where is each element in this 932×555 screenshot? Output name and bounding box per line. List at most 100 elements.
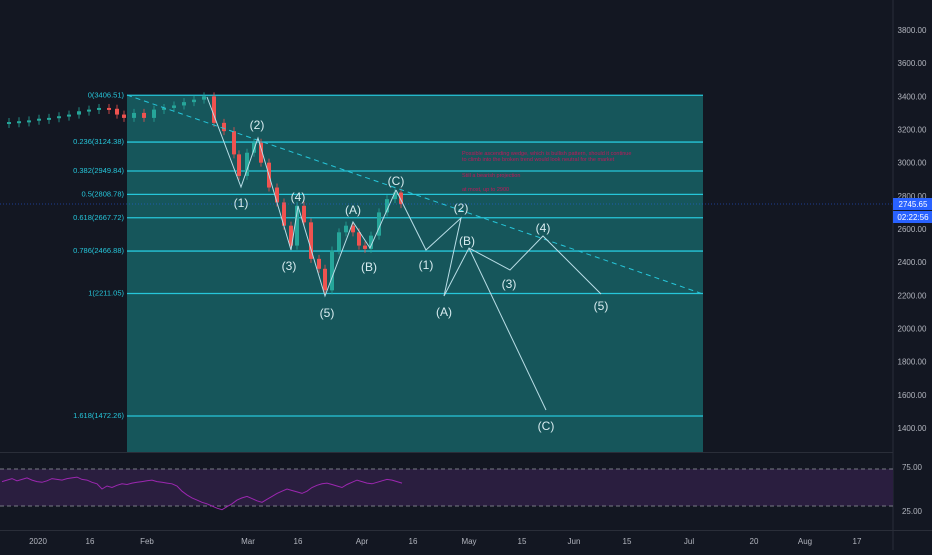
rsi-tick-25: 25.00	[902, 507, 923, 516]
time-tick-label: 20	[750, 537, 759, 546]
candle-body	[377, 212, 381, 236]
time-tick-label: Jun	[568, 537, 581, 546]
countdown-tag	[893, 211, 932, 223]
wave-label: (A)	[436, 305, 452, 319]
fib-level-label: 1.618(1472.26)	[73, 411, 124, 420]
candle-body	[37, 118, 41, 121]
wave-label: (1)	[419, 258, 434, 272]
wave-label: (1)	[234, 196, 249, 210]
fib-level-label: 0.236(3124.38)	[73, 137, 124, 146]
annotation-line-2: to climb into the broken trend would loo…	[462, 157, 615, 163]
fib-level-label: 0(3406.51)	[88, 90, 125, 99]
time-tick-label: Aug	[798, 537, 812, 546]
price-axis[interactable]	[893, 0, 932, 550]
candle-body	[107, 107, 111, 110]
rsi-band	[0, 469, 893, 506]
fib-level-label: 0.618(2667.72)	[73, 213, 124, 222]
candle-body	[132, 112, 136, 118]
candle-body	[245, 152, 249, 176]
candle-body	[351, 225, 355, 233]
price-tick-label: 2600.00	[898, 225, 927, 234]
fib-level-label: 1(2211.05)	[88, 289, 124, 298]
trend-line[interactable]	[126, 94, 704, 295]
countdown-value: 02:22:56	[897, 213, 929, 222]
wave-label: (4)	[536, 221, 551, 235]
candle-body	[232, 131, 236, 155]
wave-label: (3)	[282, 259, 297, 273]
candle-body	[337, 232, 341, 251]
candle-body	[212, 96, 216, 123]
elliott-wave-projection-1[interactable]	[395, 189, 602, 297]
time-tick-label: May	[461, 537, 476, 546]
time-tick-label: 15	[518, 537, 527, 546]
last-price-tag	[893, 198, 932, 210]
price-tick-label: 3400.00	[898, 92, 927, 101]
price-tick-label: 2000.00	[898, 325, 927, 334]
candle-body	[115, 108, 119, 115]
price-tick-label: 2800.00	[898, 192, 927, 201]
wave-label: (2)	[454, 201, 469, 215]
candle-body	[317, 258, 321, 269]
rsi-tick-75: 75.00	[902, 463, 923, 472]
candle-body	[363, 245, 367, 249]
candle-body	[192, 99, 196, 103]
price-tick-label: 3800.00	[898, 26, 927, 35]
candle-body	[17, 121, 21, 124]
candle-body	[172, 105, 176, 108]
price-tick-label: 1800.00	[898, 358, 927, 367]
candle-body	[77, 111, 81, 115]
time-tick-label: Mar	[241, 537, 255, 546]
candle-body	[237, 154, 241, 176]
candle-body	[393, 192, 397, 200]
wave-label: (A)	[345, 203, 361, 217]
candle-body	[275, 187, 279, 203]
elliott-wave-projection-2[interactable]	[468, 247, 547, 411]
candle-body	[122, 114, 126, 118]
candle-body	[309, 222, 313, 259]
candle-body	[7, 122, 11, 125]
time-tick-label: 16	[294, 537, 303, 546]
candle-body	[87, 109, 91, 112]
candle-body	[57, 116, 61, 119]
annotation-line-4: at most, up to 2900	[462, 187, 509, 193]
price-tick-label: 1600.00	[898, 391, 927, 400]
elliott-wave-history[interactable]	[206, 96, 397, 298]
time-tick-label: 17	[853, 537, 862, 546]
time-tick-label: Jul	[684, 537, 694, 546]
price-tick-label: 1400.00	[898, 424, 927, 433]
candle-body	[385, 199, 389, 213]
last-price-value: 2745.65	[899, 200, 928, 209]
price-tick-label: 2400.00	[898, 258, 927, 267]
time-tick-label: Apr	[356, 537, 369, 546]
price-tick-label: 3600.00	[898, 59, 927, 68]
wave-label: (C)	[388, 174, 405, 188]
candle-body	[330, 250, 334, 291]
candle-body	[67, 114, 71, 117]
candle-body	[282, 202, 286, 226]
time-tick-label: 2020	[29, 537, 47, 546]
candle-body	[222, 122, 226, 132]
candle-body	[259, 142, 263, 163]
candle-body	[399, 192, 403, 205]
wave-label: (C)	[538, 419, 555, 433]
wave-label: (3)	[502, 277, 517, 291]
fib-retracement-area[interactable]	[127, 95, 703, 452]
wave-label: (4)	[291, 190, 306, 204]
candle-body	[162, 107, 166, 110]
candle-body	[357, 232, 361, 246]
candle-body	[252, 142, 256, 153]
price-tick-label: 2200.00	[898, 291, 927, 300]
price-tick-label: 3200.00	[898, 126, 927, 135]
candle-body	[289, 225, 293, 246]
candle-body	[152, 109, 156, 118]
wave-label: (5)	[594, 299, 609, 313]
candle-body	[302, 205, 306, 223]
chart-annotation[interactable]: Possible ascending wedge, which is bulli…	[462, 151, 631, 193]
time-tick-label: 15	[623, 537, 632, 546]
candle-body	[182, 102, 186, 106]
candle-body	[97, 107, 101, 110]
wave-label: (B)	[361, 260, 377, 274]
candle-body	[295, 205, 299, 246]
wave-label: (2)	[250, 118, 265, 132]
